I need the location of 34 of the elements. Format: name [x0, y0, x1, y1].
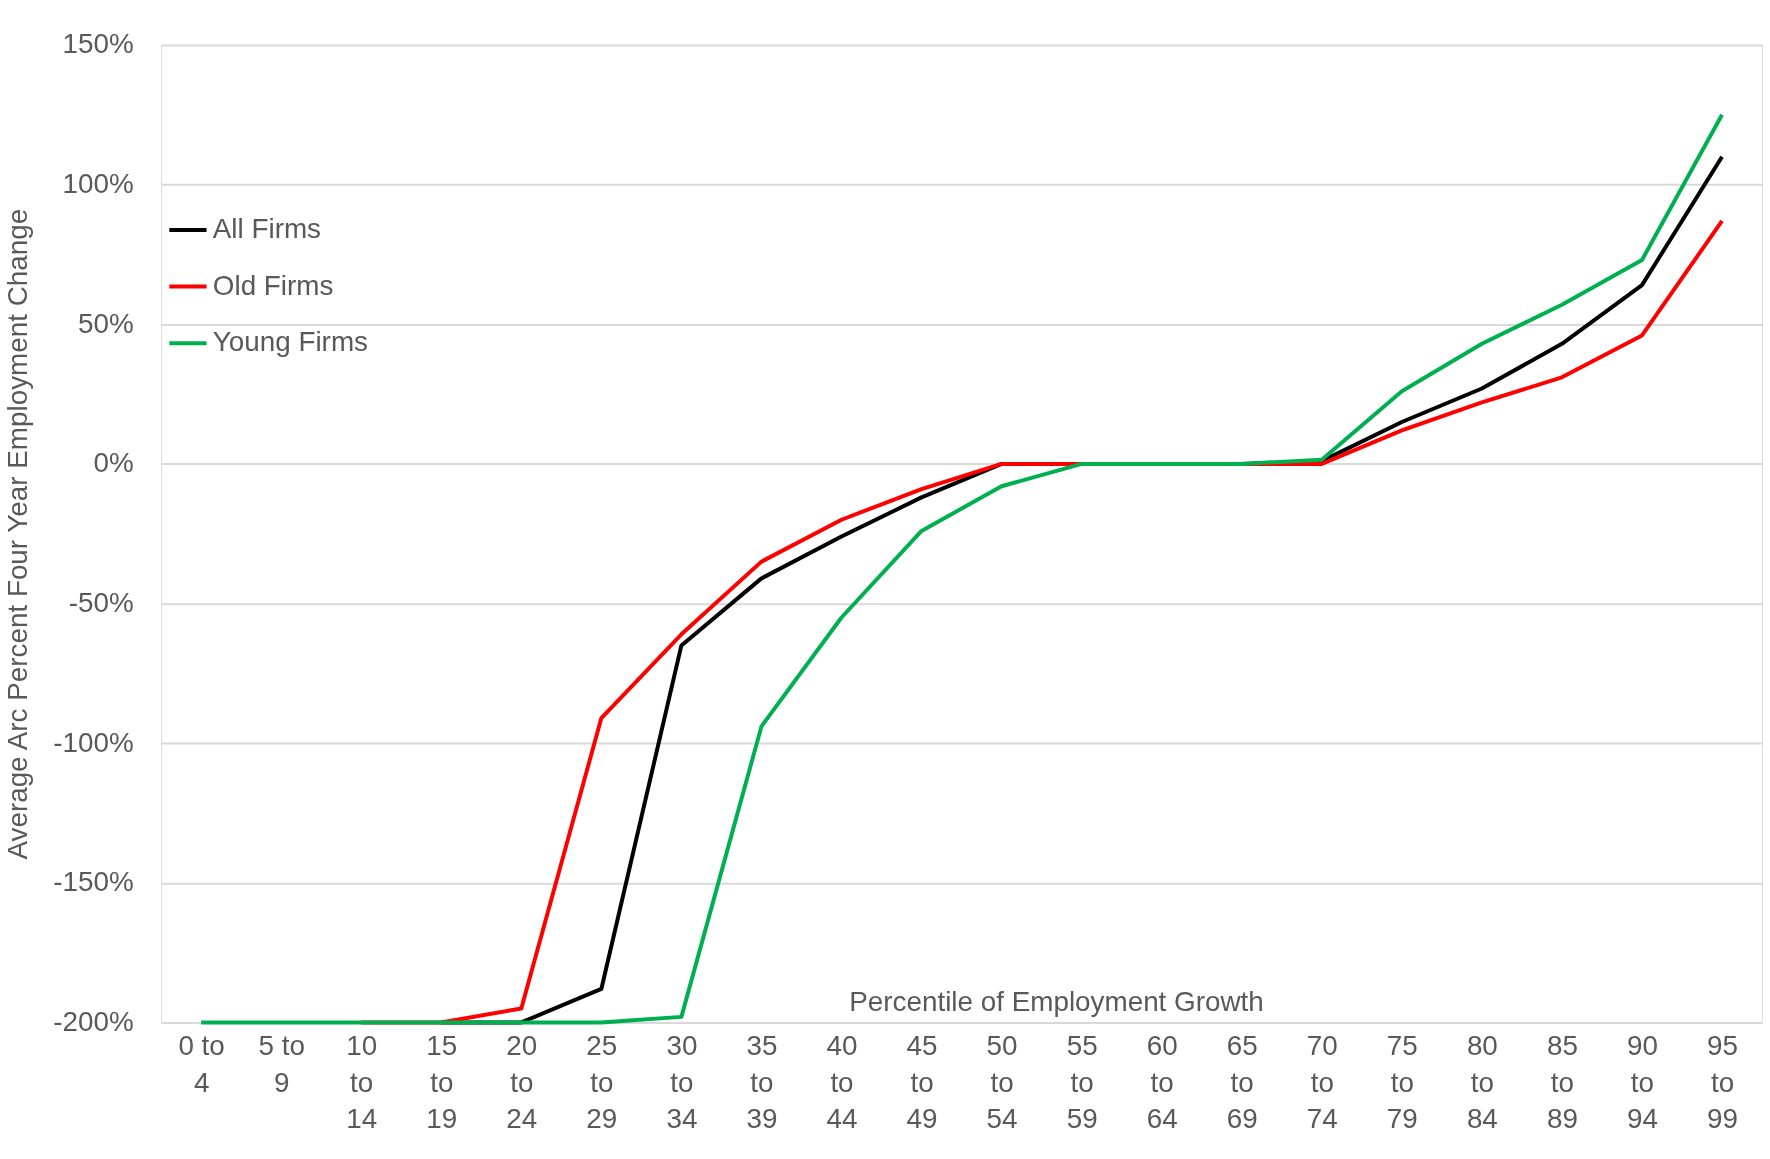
x-tick-label: 25 to 29: [586, 1029, 618, 1135]
x-tick-label: 80 to 84: [1466, 1029, 1498, 1135]
x-tick-label: 40 to 44: [826, 1029, 858, 1135]
y-tick-label: 150%: [62, 28, 134, 60]
x-tick-label: 55 to 59: [1066, 1029, 1098, 1135]
x-tick-label: 75 to 79: [1386, 1029, 1418, 1135]
y-tick-label: -100%: [53, 726, 134, 758]
x-tick-label: 85 to 89: [1546, 1029, 1578, 1135]
x-tick-label: 70 to 74: [1306, 1029, 1338, 1135]
line-series: [199, 112, 1725, 1025]
y-tick-label: 50%: [78, 307, 134, 339]
x-tick-label: 35 to 39: [746, 1029, 778, 1135]
x-tick-label: 65 to 69: [1226, 1029, 1258, 1135]
y-axis-title: Average Arc Percent Four Year Employment Change: [2, 208, 34, 860]
x-axis-title: Percentile of Employment Growth: [849, 986, 1264, 1018]
x-tick-label: 60 to 64: [1146, 1029, 1178, 1135]
x-tick-label: 30 to 34: [666, 1029, 698, 1135]
x-tick-label: 90 to 94: [1626, 1029, 1658, 1135]
x-tick-label: 95 to 99: [1707, 1029, 1738, 1135]
legend-label: Old Firms: [212, 269, 334, 301]
x-tick-label: 10 to 14: [346, 1029, 378, 1135]
x-tick-label: 15 to 19: [426, 1029, 458, 1135]
x-tick-label: 0 to 4: [178, 1029, 225, 1098]
y-tick-label: -50%: [68, 586, 134, 618]
y-tick-label: -200%: [53, 1005, 134, 1037]
y-tick-label: -150%: [53, 866, 134, 898]
x-tick-label: 20 to 24: [506, 1029, 538, 1135]
legend-label: All Firms: [212, 212, 321, 244]
x-tick-label: 50 to 54: [986, 1029, 1018, 1135]
x-tick-label: 45 to 49: [906, 1029, 938, 1135]
y-tick-label: 100%: [62, 168, 134, 200]
y-tick-label: 0%: [93, 447, 134, 479]
x-tick-label: 5 to 9: [258, 1029, 305, 1098]
legend-label: Young Firms: [212, 326, 368, 358]
